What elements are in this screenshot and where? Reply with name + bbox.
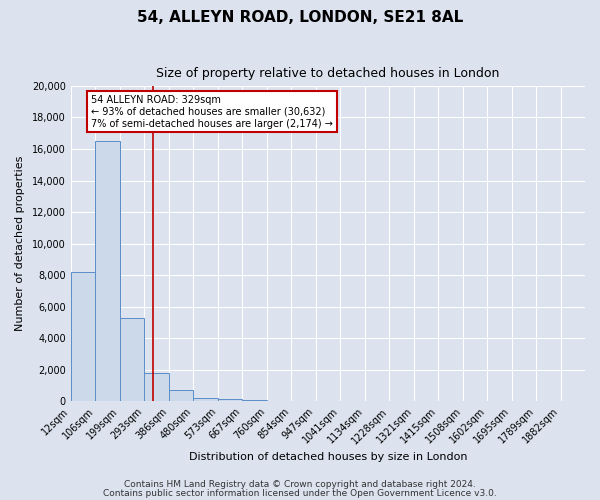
Bar: [169, 390, 193, 402]
Text: 54 ALLEYN ROAD: 329sqm
← 93% of detached houses are smaller (30,632)
7% of semi-: 54 ALLEYN ROAD: 329sqm ← 93% of detached…: [91, 96, 333, 128]
Text: 54, ALLEYN ROAD, LONDON, SE21 8AL: 54, ALLEYN ROAD, LONDON, SE21 8AL: [137, 10, 463, 25]
Bar: [71, 272, 95, 402]
Bar: [218, 400, 242, 402]
Bar: [119, 318, 144, 402]
Text: Contains public sector information licensed under the Open Government Licence v3: Contains public sector information licen…: [103, 489, 497, 498]
Bar: [95, 141, 119, 402]
Title: Size of property relative to detached houses in London: Size of property relative to detached ho…: [156, 68, 500, 80]
Y-axis label: Number of detached properties: Number of detached properties: [15, 156, 25, 332]
Bar: [242, 400, 266, 402]
X-axis label: Distribution of detached houses by size in London: Distribution of detached houses by size …: [188, 452, 467, 462]
Bar: [193, 398, 218, 402]
Bar: [144, 373, 169, 402]
Text: Contains HM Land Registry data © Crown copyright and database right 2024.: Contains HM Land Registry data © Crown c…: [124, 480, 476, 489]
